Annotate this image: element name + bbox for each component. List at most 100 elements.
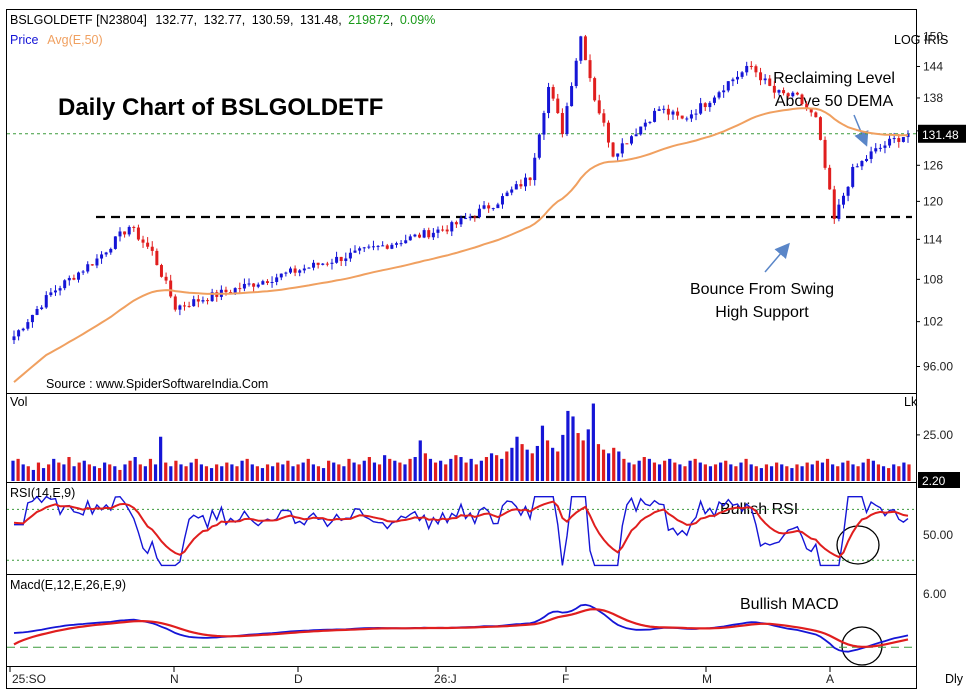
price-tick-label: 114: [923, 232, 942, 246]
candle-body: [445, 229, 449, 232]
volume-bar: [454, 455, 458, 481]
volume-bar: [759, 468, 763, 481]
candle-body: [745, 65, 749, 73]
candle-body: [35, 309, 39, 315]
candle-body: [666, 108, 670, 115]
volume-bar: [301, 462, 305, 481]
volume-bar: [831, 464, 835, 481]
candle-body: [81, 271, 85, 273]
volume-bar: [525, 449, 529, 481]
volume-bar: [637, 460, 641, 481]
annotation-bullish-macd: Bullish MACD: [740, 596, 839, 613]
volume-bar: [209, 468, 214, 481]
volume-bar: [647, 458, 651, 481]
volume-bar: [21, 464, 25, 481]
volume-bar: [16, 458, 20, 481]
volume-bar: [362, 460, 366, 481]
candle-body: [500, 196, 504, 205]
candle-body: [109, 248, 113, 253]
volume-bar: [556, 451, 560, 481]
candle-body: [703, 103, 707, 108]
candle-body: [72, 277, 76, 280]
volume-bar: [388, 458, 392, 481]
candle-body: [385, 245, 389, 249]
volume-bar: [31, 469, 35, 481]
volume-bar: [164, 462, 168, 481]
candle-body: [441, 229, 445, 231]
volume-bar: [240, 460, 244, 481]
candle-body: [118, 231, 122, 237]
volume-bar: [245, 458, 249, 481]
guide-lines: [7, 133, 916, 219]
volume-bar: [851, 464, 855, 481]
candle-body: [196, 299, 200, 302]
candle-body: [754, 66, 758, 73]
candle-body: [791, 92, 795, 97]
price-tick-label: 102: [923, 315, 943, 329]
price-tick-label: 150: [923, 29, 943, 43]
annotation-bounce-line1: Bounce From Swing: [690, 281, 834, 298]
volume-bar: [820, 462, 825, 481]
candle-body: [551, 86, 555, 99]
candle-body: [155, 250, 159, 266]
header-close: 131.48: [300, 13, 338, 27]
candle-body: [602, 113, 606, 123]
volume-bar: [769, 466, 774, 481]
volume-bar: [449, 458, 453, 481]
candle-body: [496, 204, 500, 209]
candle-body: [330, 262, 334, 264]
candle-body: [768, 78, 772, 86]
annotation-bullish-rsi: Bullish RSI: [720, 501, 798, 518]
candle-body: [468, 216, 472, 219]
time-tick-label: M: [702, 672, 712, 686]
iris-toggle[interactable]: IRIS: [924, 33, 948, 47]
candle-body: [77, 272, 81, 280]
candle-body: [436, 229, 440, 233]
candle-body: [86, 264, 90, 272]
candle-body: [722, 90, 726, 93]
volume-bar: [713, 464, 718, 481]
candle-body: [58, 288, 62, 291]
annotation-reclaim-line2: Above 50 DEMA: [775, 93, 894, 110]
candle-body: [164, 276, 168, 281]
candle-body: [634, 134, 638, 137]
volume-bar: [199, 464, 203, 481]
candle-body: [459, 218, 463, 225]
volume-series: 25.00: [11, 403, 953, 481]
candle-body: [832, 189, 836, 219]
log-toggle[interactable]: LOG: [894, 33, 920, 47]
volume-bar: [810, 464, 814, 481]
candle-body: [169, 280, 173, 297]
volume-bar: [123, 464, 127, 481]
candle-body: [625, 143, 629, 145]
macd-signal-line: [13, 608, 909, 648]
volume-bar: [856, 466, 860, 481]
volume-bar: [591, 403, 595, 481]
value-badges: 131.48 2.20: [918, 124, 966, 488]
volume-bar: [622, 458, 626, 481]
volume-bar: [744, 458, 748, 481]
volume-bar: [642, 457, 646, 481]
candle-body: [519, 184, 523, 187]
volume-bar: [535, 445, 539, 481]
candle-body: [883, 145, 887, 148]
arrow-bounce: [764, 242, 790, 273]
candle-body: [597, 100, 601, 114]
last-volume-badge: [918, 472, 960, 488]
volume-bar: [62, 464, 66, 481]
volume-bar: [515, 436, 519, 481]
candle-body: [869, 151, 873, 159]
volume-bar: [596, 444, 601, 481]
volume-bar: [97, 468, 102, 481]
volume-bar: [281, 464, 285, 481]
arrow-reclaim: [853, 114, 869, 147]
candle-body: [897, 138, 901, 142]
volume-bar: [113, 466, 117, 481]
volume-bar: [795, 464, 799, 481]
candle-body: [335, 256, 339, 263]
candle-body: [12, 336, 16, 341]
volume-bar: [607, 453, 611, 481]
volume-bar: [459, 457, 463, 481]
volume-bar: [194, 458, 198, 481]
candle-body: [247, 283, 251, 285]
